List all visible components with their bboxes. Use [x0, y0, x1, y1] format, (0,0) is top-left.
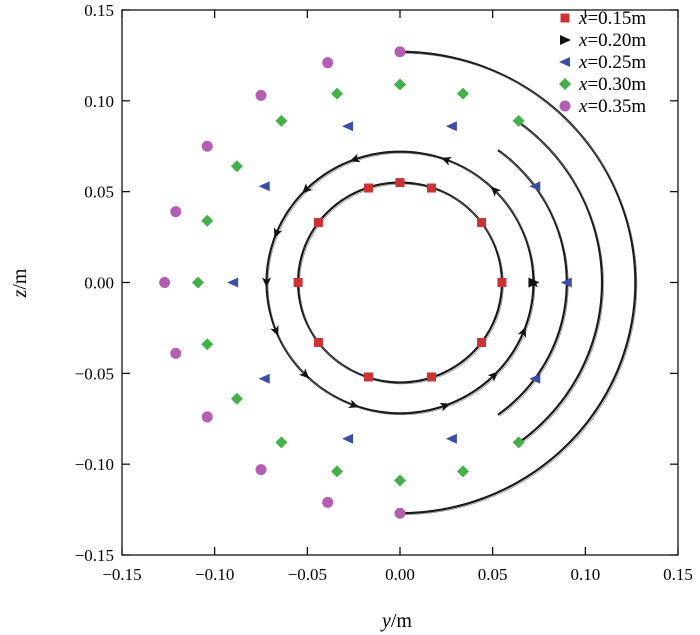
data-point: [330, 87, 343, 100]
data-point: [330, 465, 343, 478]
legend-entry-label: x=0.30m: [578, 74, 646, 95]
data-point: [363, 372, 373, 382]
legend-marker: [559, 57, 570, 67]
data-point: [477, 218, 487, 228]
legend-marker: [560, 35, 571, 45]
data-point: [230, 160, 243, 173]
flow-arrow: [270, 325, 279, 337]
data-point: [342, 433, 354, 444]
data-point: [258, 181, 270, 192]
data-point: [512, 114, 525, 127]
legend-entry-label: x=0.20m: [578, 30, 646, 51]
data-point: [394, 507, 406, 519]
data-point: [322, 496, 334, 508]
x-tick-label: 0.05: [478, 565, 508, 584]
x-tick-label: 0.15: [663, 565, 693, 584]
data-point: [255, 464, 267, 476]
legend-marker: [559, 78, 571, 90]
y-tick-label: 0.00: [84, 274, 114, 293]
data-point: [529, 181, 541, 192]
flow-arrow: [302, 183, 313, 194]
data-point: [170, 206, 182, 218]
flow-arrow: [262, 277, 272, 288]
trajectory-curve-shadow: [267, 152, 536, 416]
data-point: [395, 178, 405, 188]
data-point: [201, 411, 213, 423]
data-point: [170, 347, 182, 359]
flow-arrow: [274, 227, 283, 239]
data-point: [191, 276, 204, 289]
x-tick-label: 0.10: [570, 565, 600, 584]
trajectory-curve: [399, 50, 637, 515]
trajectory-curve-shadow: [520, 123, 604, 445]
data-point: [427, 183, 437, 193]
flow-arrow: [349, 153, 361, 163]
data-point: [457, 87, 470, 100]
trajectory-curves: [262, 50, 638, 516]
trajectory-curve: [518, 121, 604, 444]
data-point: [394, 474, 406, 487]
data-point: [445, 433, 457, 444]
legend-entry-label: x=0.35m: [578, 96, 646, 117]
data-point: [394, 46, 406, 58]
data-point: [528, 277, 540, 288]
x-axis-label: y/m: [380, 610, 412, 632]
y-axis-label: z/m: [9, 268, 31, 298]
data-point: [201, 140, 213, 152]
y-tick-label: −0.15: [75, 546, 114, 565]
data-point: [497, 278, 507, 287]
x-tick-label: −0.15: [102, 565, 141, 584]
legend-marker: [560, 13, 570, 23]
x-tick-label: 0.00: [385, 565, 415, 584]
flow-arrow: [439, 402, 451, 412]
flow-arrow: [440, 157, 452, 166]
x-tick-label: −0.10: [195, 565, 234, 584]
y-tick-label: 0.05: [84, 183, 114, 202]
data-point: [275, 114, 288, 127]
trajectory-curve-shadow: [401, 52, 638, 516]
data-point: [313, 337, 323, 347]
data-point: [322, 57, 334, 69]
data-point: [477, 337, 487, 347]
data-point: [512, 436, 525, 449]
flow-arrow: [348, 399, 360, 408]
legend-marker: [559, 100, 571, 112]
data-point: [313, 218, 323, 228]
y-tick-label: 0.15: [84, 1, 114, 20]
data-point: [201, 338, 214, 351]
data-point: [394, 78, 406, 91]
data-point: [293, 278, 303, 287]
flow-arrow: [517, 326, 526, 338]
data-point: [275, 436, 288, 449]
y-tick-label: 0.10: [84, 92, 114, 111]
data-point: [445, 121, 457, 132]
data-point: [227, 277, 239, 288]
legend-entry-label: x=0.15m: [578, 8, 646, 29]
x-tick-label: −0.05: [288, 565, 327, 584]
data-point: [258, 373, 270, 384]
trajectory-curve: [265, 150, 535, 415]
flow-arrow: [490, 186, 502, 197]
legend-entry-label: x=0.25m: [578, 52, 646, 73]
data-point: [457, 465, 470, 478]
data-point: [560, 277, 572, 288]
data-point: [342, 121, 354, 132]
data-point: [363, 183, 373, 193]
data-point: [529, 373, 541, 384]
data-point: [427, 372, 437, 382]
flow-arrow: [298, 368, 310, 379]
series-markers: [159, 46, 572, 519]
y-tick-label: −0.05: [75, 364, 114, 383]
flow-arrow: [487, 371, 498, 382]
data-point: [255, 89, 267, 101]
data-point: [159, 277, 171, 288]
data-point: [201, 214, 214, 227]
axes: −0.15 −0.10 −0.05 0.00 0.05 0.10 0.15 0.15 0.10 0…: [75, 1, 693, 584]
data-point: [230, 392, 243, 405]
trajectory-curve: [296, 181, 504, 384]
y-tick-label: −0.10: [75, 455, 114, 474]
